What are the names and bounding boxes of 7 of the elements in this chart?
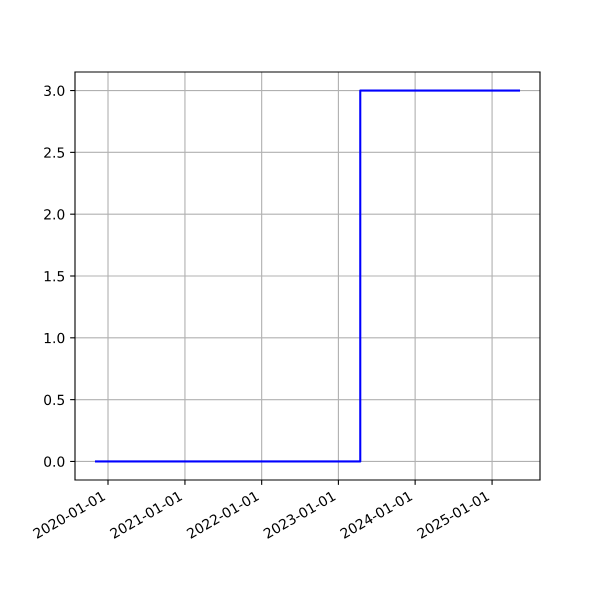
y-tick-label: 0.0	[44, 456, 64, 467]
y-tick-label: 3.0	[44, 86, 64, 96]
y-tick-label: 0.5	[44, 394, 64, 406]
y-tick-label: 2.5	[44, 147, 64, 158]
y-tick-label: 2.0	[44, 209, 64, 220]
y-tick-label: 1.0	[44, 332, 64, 344]
y-tick-label: 1.5	[44, 271, 64, 282]
